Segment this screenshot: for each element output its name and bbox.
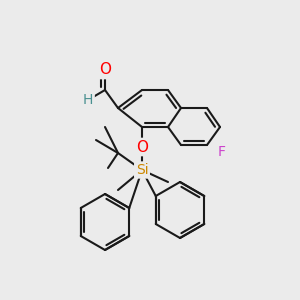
Text: F: F: [218, 145, 226, 159]
Text: H: H: [83, 93, 93, 107]
Text: Si: Si: [136, 163, 148, 177]
Text: O: O: [136, 140, 148, 154]
Text: O: O: [99, 62, 111, 77]
